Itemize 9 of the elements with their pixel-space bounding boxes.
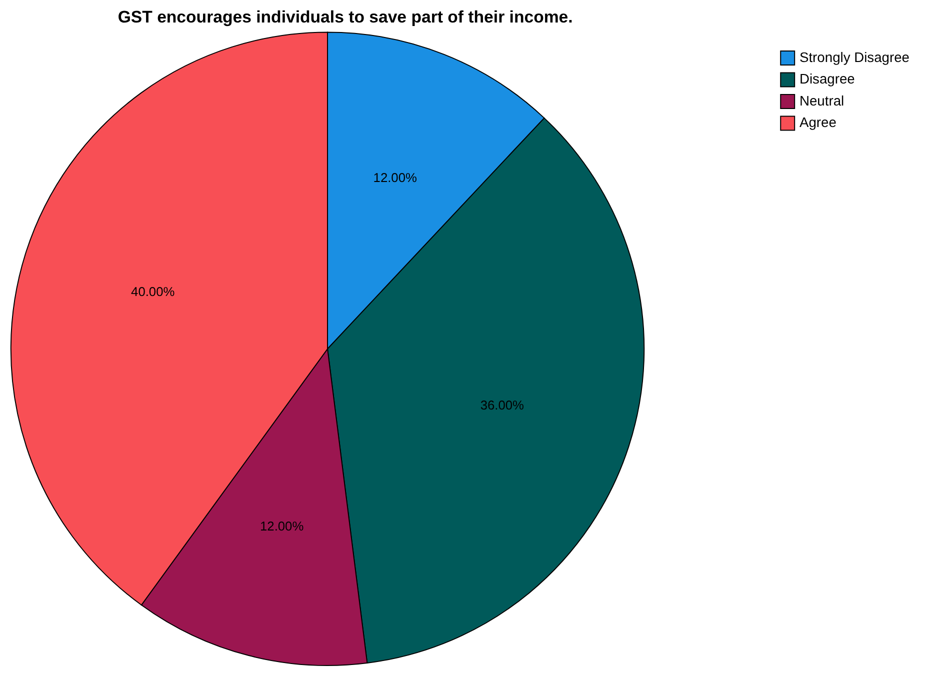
data-label: 36.00% — [480, 398, 524, 413]
legend-label: Neutral — [799, 92, 844, 108]
data-label: 12.00% — [373, 170, 417, 186]
legend-label: Agree — [799, 114, 837, 130]
legend-label: Strongly Disagree — [799, 48, 910, 65]
data-label: 40.00% — [131, 284, 175, 300]
data-label: 12.00% — [260, 518, 304, 534]
legend-label: Disagree — [799, 70, 856, 87]
chart-title: GST encourages individuals to save part of their income. — [118, 7, 573, 26]
